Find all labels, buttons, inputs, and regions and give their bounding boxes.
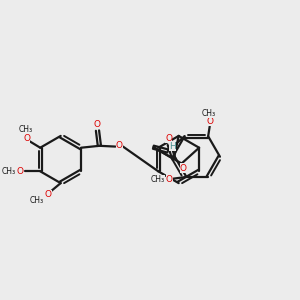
Text: CH₃: CH₃ [1,167,15,176]
Text: O: O [166,175,173,184]
Text: H: H [169,142,176,151]
Text: O: O [207,116,214,125]
Text: O: O [180,164,187,172]
Text: CH₃: CH₃ [19,125,33,134]
Text: O: O [94,120,101,129]
Text: O: O [165,134,172,143]
Text: CH₃: CH₃ [202,109,216,118]
Text: CH₃: CH₃ [30,196,44,205]
Text: O: O [17,167,24,176]
Text: O: O [23,134,30,143]
Text: O: O [116,141,123,150]
Text: CH₃: CH₃ [151,175,165,184]
Text: O: O [45,190,52,199]
